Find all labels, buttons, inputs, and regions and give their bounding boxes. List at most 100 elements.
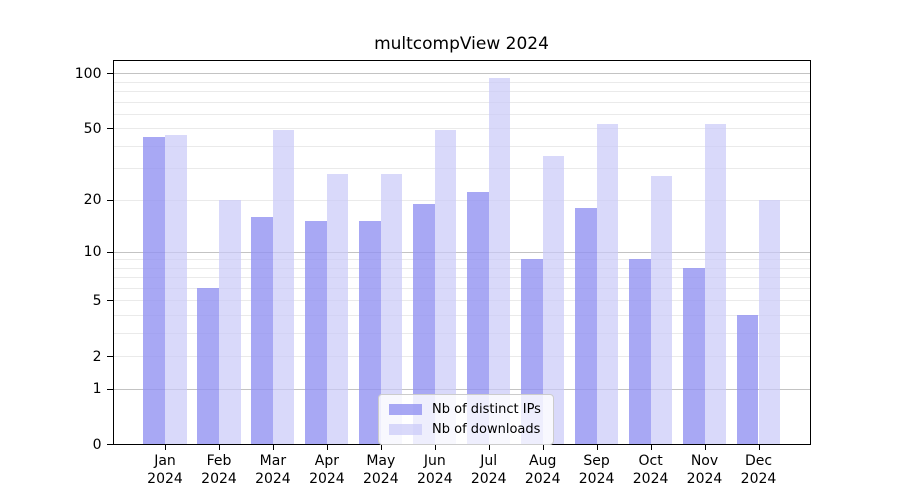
x-tick-label-sep: Sep 2024 <box>567 452 627 488</box>
bar-downloads-dec <box>758 199 781 445</box>
gridline-80 <box>113 91 810 92</box>
gridline-2 <box>113 356 810 357</box>
gridline-40 <box>113 145 810 147</box>
y-tick-mark-5 <box>107 300 113 302</box>
bar-distinct-ips-dec <box>736 314 759 445</box>
x-tick-month: Feb <box>206 453 232 469</box>
gridline-8 <box>113 267 810 269</box>
y-tick-label-100: 100 <box>74 65 102 82</box>
x-tick-month: Dec <box>744 453 773 469</box>
x-tick-label-may: May 2024 <box>351 452 411 488</box>
x-tick-year: 2024 <box>470 471 507 487</box>
bar-distinct-ips-oct <box>629 259 651 445</box>
gridline-60 <box>113 113 810 115</box>
x-tick-year: 2024 <box>147 471 183 487</box>
y-tick-mark-1 <box>107 388 113 390</box>
x-tick-year: 2024 <box>740 471 777 487</box>
y-tick-label-20: 20 <box>83 192 102 209</box>
gridline-20 <box>113 199 810 201</box>
x-tick-mark-apr <box>326 444 328 450</box>
x-tick-label-mar: Mar 2024 <box>243 452 303 488</box>
bar-downloads-aug <box>542 156 565 445</box>
x-tick-year: 2024 <box>201 471 237 487</box>
bar-downloads-jul <box>488 78 511 445</box>
x-tick-month: Mar <box>259 453 287 469</box>
x-tick-label-feb: Feb 2024 <box>189 452 249 488</box>
legend-label-distinct-ips: Nb of distinct IPs <box>432 402 541 417</box>
legend: Nb of distinct IPs Nb of downloads <box>378 394 554 445</box>
x-tick-year: 2024 <box>362 471 399 487</box>
y-tick-mark-50 <box>107 128 113 130</box>
y-tick-mark-2 <box>107 356 113 357</box>
x-tick-year: 2024 <box>686 471 723 487</box>
y-tick-label-50: 50 <box>83 120 102 137</box>
legend-item-downloads: Nb of downloads <box>389 421 541 438</box>
x-tick-mark-sep <box>596 444 598 450</box>
y-tick-label-2: 2 <box>92 348 102 365</box>
gridline-70 <box>113 101 810 103</box>
y-tick-mark-20 <box>107 199 113 201</box>
y-tick-label-0: 0 <box>92 436 102 453</box>
x-tick-year: 2024 <box>255 471 291 487</box>
bar-distinct-ips-may <box>359 221 381 445</box>
x-tick-year: 2024 <box>578 471 615 487</box>
gridline-9 <box>113 259 810 261</box>
x-tick-mark-mar <box>272 444 274 450</box>
gridline-5 <box>113 300 810 302</box>
x-tick-month: Jan <box>154 453 176 469</box>
x-tick-label-oct: Oct 2024 <box>621 452 681 488</box>
y-tick-label-10: 10 <box>83 244 102 260</box>
x-tick-year: 2024 <box>416 471 453 487</box>
gridline-100 <box>113 73 810 75</box>
bar-distinct-ips-nov <box>683 267 705 445</box>
bar-downloads-oct <box>650 176 673 445</box>
x-tick-mark-dec <box>758 444 760 450</box>
bar-downloads-sep <box>596 123 619 445</box>
x-tick-label-nov: Nov 2024 <box>675 452 735 488</box>
gridline-7 <box>113 277 810 279</box>
bar-distinct-ips-apr <box>305 221 327 445</box>
legend-swatch-distinct-ips <box>389 404 422 415</box>
bar-downloads-jan <box>165 134 187 445</box>
x-tick-month: Nov <box>690 453 719 469</box>
x-tick-mark-may <box>380 444 382 450</box>
x-tick-month: Jul <box>480 453 498 469</box>
x-tick-mark-nov <box>704 444 706 450</box>
bar-distinct-ips-jan <box>143 136 165 445</box>
gridline-1 <box>113 388 810 390</box>
y-tick-mark-10 <box>107 251 113 253</box>
chart-title: multcompView 2024 <box>374 34 549 54</box>
x-tick-month: May <box>366 453 396 469</box>
gridline-10 <box>113 251 810 253</box>
gridline-30 <box>113 168 810 170</box>
x-tick-month: Oct <box>638 453 663 469</box>
y-tick-mark-100 <box>107 73 113 75</box>
gridline-4 <box>113 314 810 316</box>
x-tick-month: Sep <box>583 453 610 469</box>
x-tick-label-apr: Apr 2024 <box>297 452 357 488</box>
legend-label-downloads: Nb of downloads <box>432 422 541 437</box>
gridline-50 <box>113 128 810 130</box>
bar-downloads-nov <box>704 123 727 445</box>
x-tick-label-jun: Jun 2024 <box>405 452 465 488</box>
x-tick-year: 2024 <box>309 471 345 487</box>
x-tick-year: 2024 <box>524 471 561 487</box>
bar-downloads-apr <box>326 173 349 445</box>
bar-downloads-may <box>380 173 403 445</box>
bar-distinct-ips-jul <box>467 192 489 445</box>
bar-downloads-feb <box>219 199 241 445</box>
x-tick-month: Aug <box>529 453 557 469</box>
x-tick-year: 2024 <box>632 471 669 487</box>
bar-distinct-ips-jun <box>413 203 435 445</box>
x-tick-month: Jun <box>423 453 446 469</box>
bar-downloads-mar <box>272 129 295 445</box>
gridline-90 <box>113 81 810 83</box>
x-tick-label-jul: Jul 2024 <box>459 452 519 488</box>
x-tick-mark-feb <box>219 444 220 450</box>
legend-item-distinct-ips: Nb of distinct IPs <box>389 401 541 418</box>
y-tick-label-5: 5 <box>92 292 102 309</box>
x-tick-mark-jun <box>434 444 436 450</box>
gridline-6 <box>113 287 810 289</box>
x-tick-mark-aug <box>542 444 544 450</box>
